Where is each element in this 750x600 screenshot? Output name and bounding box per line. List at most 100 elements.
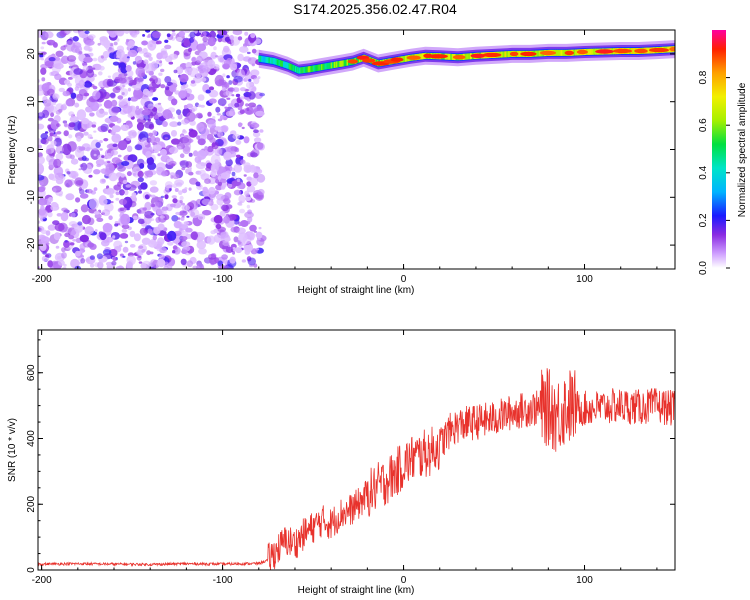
noise-blob [149,78,154,82]
noise-blob [205,166,212,172]
noise-blob [113,41,118,46]
noise-blob [120,88,129,97]
noise-blob [220,185,226,190]
noise-blob [106,30,114,35]
noise-blob [148,70,154,76]
noise-blob [69,37,74,42]
noise-blob [214,159,219,163]
noise-blob [117,95,124,100]
noise-blob [240,159,246,165]
noise-blob [185,227,193,233]
noise-blob [197,213,206,221]
noise-blob [111,260,117,266]
band-cell [277,59,280,66]
noise-blob [139,116,144,120]
noise-blob [79,234,90,243]
band-cell [558,49,562,56]
noise-blob [235,154,241,158]
noise-blob [188,128,194,132]
noise-blob [161,206,169,211]
noise-blob [229,256,236,264]
noise-blob [237,105,243,111]
band-cell [356,57,359,63]
noise-blob [103,138,109,142]
noise-blob [72,120,82,131]
noise-blob [74,102,80,108]
noise-blob [149,75,158,85]
spectrogram-band [258,40,675,80]
noise-blob [94,213,102,219]
noise-blob [207,145,214,153]
noise-blob [169,203,176,208]
noise-blob [38,198,48,206]
noise-blob [208,89,219,98]
noise-blob [79,81,84,86]
noise-blob [181,188,188,194]
noise-blob [89,255,95,260]
noise-blob [100,169,104,173]
band-cell [338,61,341,67]
x-tick-label-1: 100 [576,274,593,285]
noise-blob [47,135,53,142]
noise-blob [45,148,52,155]
noise-blob [44,31,54,39]
noise-blob [159,247,167,254]
noise-blob [144,170,150,176]
noise-blob [199,169,206,177]
noise-blob [64,30,72,35]
noise-blob [189,107,196,113]
x-tick-label-1: 0 [401,274,407,285]
noise-blob [171,30,176,33]
noise-blob [204,146,208,151]
noise-blob [104,111,108,116]
noise-blob [93,153,97,157]
noise-blob [167,230,177,241]
noise-blob [76,135,82,142]
noise-blob [112,61,120,66]
noise-blob [206,133,214,141]
noise-blob [256,142,264,150]
noise-blob [255,231,263,239]
band-cell [419,53,422,60]
noise-blob [237,53,244,62]
y-axis-label-1: Frequency (Hz) [7,116,18,185]
noise-blob [68,111,75,117]
noise-blob [143,161,147,165]
noise-blob [47,117,55,122]
band-cell [504,51,508,58]
noise-blob [142,94,149,101]
noise-blob [40,133,49,140]
noise-blob [246,204,251,209]
noise-blob [43,99,53,108]
noise-blob [200,77,207,82]
noise-blob [76,93,84,102]
band-cell [285,62,289,69]
band-cell [537,50,540,57]
noise-blob [217,131,224,138]
noise-blob [152,144,162,151]
noise-blob [231,171,236,177]
noise-blob [122,105,133,114]
noise-blob [114,223,119,227]
band-peak [613,48,632,54]
noise-blob [152,130,158,136]
x-tick-label-2: -200 [32,575,52,586]
band-peak [595,49,614,54]
noise-blob [179,195,184,201]
noise-blob [197,149,207,160]
noise-blob [166,158,171,163]
noise-blob [239,109,245,114]
noise-blob [135,108,141,116]
noise-blob [50,112,55,117]
noise-blob [225,246,234,253]
band-peak [406,55,421,60]
noise-blob [50,140,57,146]
noise-blob [78,187,82,191]
band-cell [314,65,317,72]
band-cell [284,61,287,68]
noise-blob [67,82,72,87]
band-cell [291,64,294,71]
band-cell [517,50,520,57]
band-cell [306,66,309,73]
noise-blob [107,80,118,87]
